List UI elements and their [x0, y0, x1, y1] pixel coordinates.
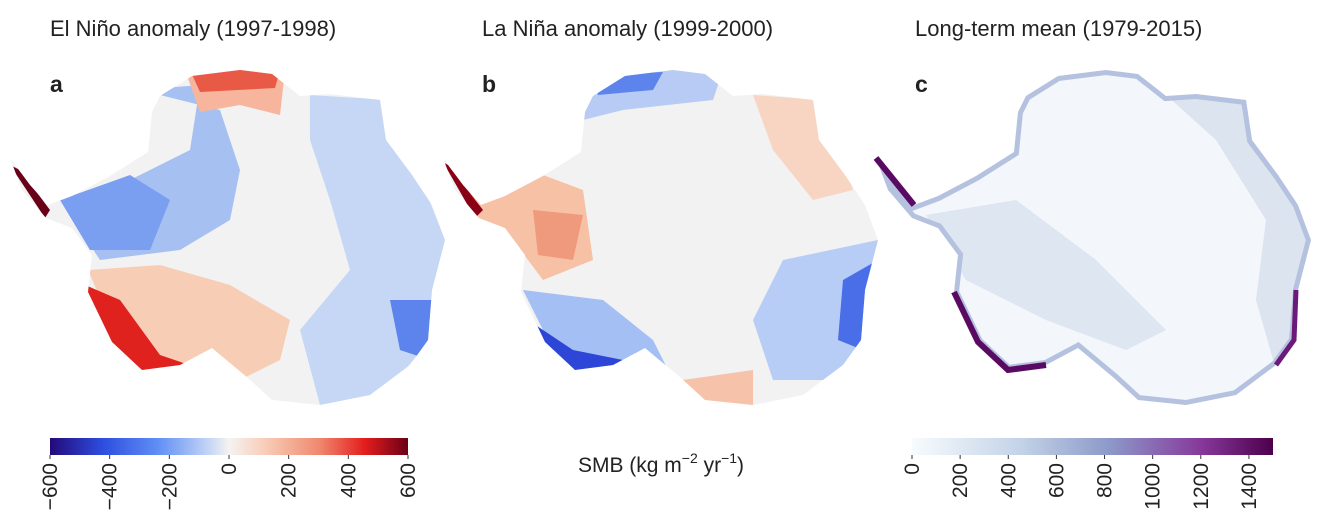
panel-title: La Niña anomaly (1999-2000): [482, 16, 773, 41]
panel-letter: b: [482, 71, 496, 97]
tick-label: −600: [39, 463, 62, 510]
tick-label: 200: [278, 463, 301, 498]
colorbar: [912, 438, 1273, 455]
tick-label: 600: [1045, 463, 1068, 498]
label-part: SMB (kg m: [578, 454, 682, 477]
tick-label: 1000: [1142, 463, 1165, 510]
tick-label: 800: [1094, 463, 1117, 498]
panel-letter: c: [915, 71, 928, 97]
tick-label: 200: [949, 463, 972, 498]
label-part: −2: [682, 450, 698, 466]
panel-title: El Niño anomaly (1997-1998): [50, 16, 336, 41]
label-part: ): [737, 454, 744, 477]
tick-label: 400: [337, 463, 360, 498]
tick-label: 0: [218, 463, 241, 475]
map-b: [443, 70, 878, 405]
tick-label: −400: [99, 463, 122, 510]
colorbar-label: SMB (kg m−2 yr−1): [578, 450, 744, 477]
panel-title: Long-term mean (1979-2015): [915, 16, 1202, 41]
label-part: −1: [721, 450, 737, 466]
tick-label: 1200: [1190, 463, 1213, 510]
panel-letter: a: [50, 71, 63, 97]
tick-label: 600: [397, 463, 420, 498]
tick-label: −200: [158, 463, 181, 510]
map-c: [873, 70, 1311, 405]
label-part: yr: [698, 454, 721, 477]
map-a: [10, 70, 445, 405]
tick-label: 0: [901, 463, 924, 475]
tick-label: 400: [997, 463, 1020, 498]
colorbar: [50, 438, 408, 455]
tick-label: 1400: [1238, 463, 1261, 510]
